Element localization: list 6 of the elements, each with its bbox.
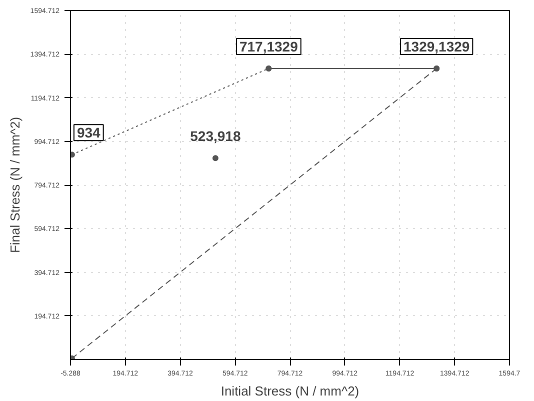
annotation: 934 (76, 124, 101, 141)
x-axis-title: Initial Stress (N / mm^2) (220, 384, 360, 398)
annotation: 523,918 (190, 128, 241, 144)
annotation: 1329,1329 (404, 38, 470, 54)
annotation: 717,1329 (239, 38, 298, 54)
y-axis-title: Final Stress (N / mm^2) (7, 116, 22, 254)
